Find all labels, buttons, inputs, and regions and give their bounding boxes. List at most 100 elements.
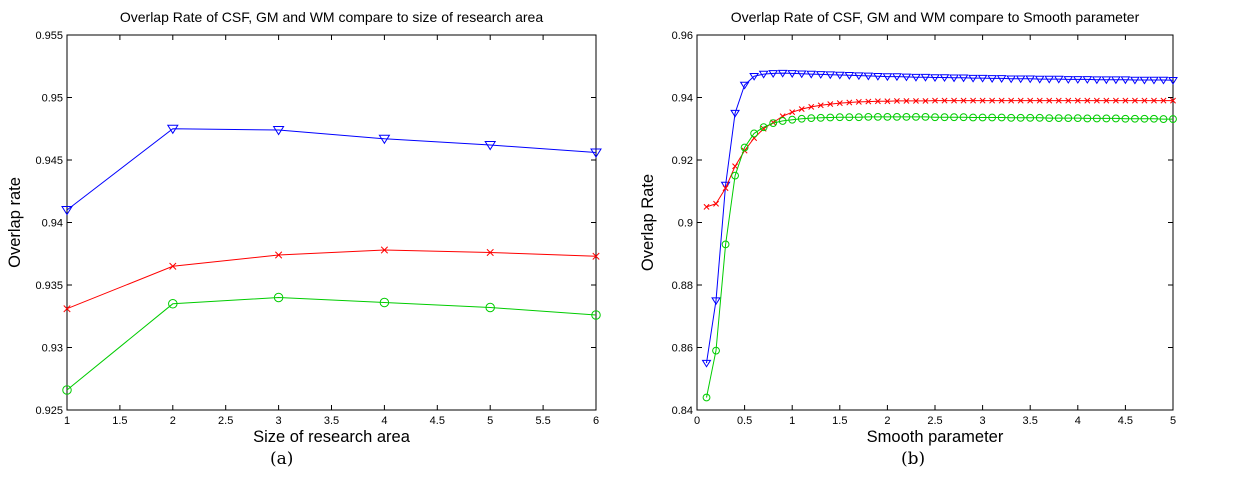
data-point: [720, 181, 731, 190]
data-point: [911, 73, 921, 82]
data-point: [893, 97, 900, 104]
data-point: [1007, 113, 1016, 122]
data-point: [768, 70, 779, 78]
data-point: [721, 240, 730, 249]
data-point: [882, 73, 893, 82]
data-point: [997, 113, 1006, 122]
data-point: [854, 113, 863, 122]
data-point: [1054, 114, 1063, 123]
series-0: [61, 124, 602, 216]
data-point: [902, 112, 911, 121]
y-axis-label: Overlap rate: [6, 177, 24, 268]
x-tick-label: 5: [1170, 415, 1176, 427]
data-point: [884, 98, 891, 105]
data-point: [932, 97, 938, 104]
data-point: [591, 310, 601, 320]
data-point: [817, 102, 824, 109]
series-1: [703, 97, 1176, 210]
data-point: [950, 113, 958, 122]
data-point: [960, 97, 967, 104]
data-point: [1027, 97, 1034, 104]
data-point: [703, 203, 710, 210]
data-point: [863, 72, 874, 81]
data-point: [1017, 97, 1024, 104]
y-tick-label: 0.95: [42, 93, 63, 105]
data-point: [1053, 75, 1064, 84]
data-point: [834, 71, 845, 80]
data-point: [846, 99, 853, 106]
y-tick-label: 0.92: [672, 155, 693, 167]
data-point: [865, 98, 872, 105]
data-point: [1111, 114, 1120, 123]
x-tick-label: 0: [694, 415, 700, 427]
data-point: [807, 114, 816, 123]
data-point: [1055, 97, 1062, 104]
data-point: [825, 71, 836, 80]
data-point: [750, 129, 759, 138]
chart-title: Overlap Rate of CSF, GM and WM compare t…: [731, 9, 1140, 25]
data-point: [970, 97, 977, 104]
data-point: [816, 113, 825, 122]
data-point: [379, 297, 390, 308]
y-tick-label: 0.94: [672, 93, 693, 105]
caption-a: (a): [270, 449, 294, 469]
chart-a-svg: Overlap Rate of CSF, GM and WM compare t…: [6, 9, 602, 446]
data-point: [883, 112, 892, 121]
data-point: [1008, 97, 1015, 104]
data-point: [272, 126, 285, 136]
data-point: [1130, 76, 1140, 85]
series-line: [66, 296, 597, 391]
data-point: [1083, 114, 1092, 123]
data-point: [1084, 97, 1091, 104]
data-point: [835, 113, 844, 122]
data-point: [1036, 97, 1043, 104]
data-point: [941, 97, 948, 104]
data-point: [274, 251, 283, 259]
data-point: [864, 112, 873, 121]
data-point: [1169, 115, 1177, 123]
data-point: [485, 302, 495, 313]
data-point: [1149, 76, 1159, 85]
data-point: [826, 113, 835, 122]
data-point: [836, 100, 843, 107]
data-point: [788, 115, 797, 124]
data-point: [1063, 76, 1074, 84]
data-point: [922, 97, 929, 104]
y-tick-label: 0.945: [35, 155, 63, 167]
x-tick-label: 0.5: [737, 415, 752, 427]
x-tick-label: 4.5: [1118, 415, 1133, 427]
y-tick-label: 0.96: [672, 30, 693, 42]
data-point: [1046, 97, 1053, 104]
data-point: [903, 97, 910, 104]
data-point: [1045, 114, 1054, 123]
data-point: [1015, 75, 1026, 84]
data-point: [998, 97, 1005, 104]
data-point: [166, 124, 179, 135]
data-point: [806, 70, 817, 79]
data-point: [1140, 114, 1149, 123]
data-point: [1091, 76, 1102, 85]
data-point: [486, 248, 494, 257]
data-point: [845, 113, 854, 122]
data-point: [1026, 113, 1035, 122]
data-point: [769, 119, 778, 128]
data-point: [988, 113, 997, 122]
data-point: [777, 69, 788, 78]
plot-area-frame: [66, 34, 597, 411]
chart-panel-b: Overlap Rate of CSF, GM and WM compare t…: [630, 0, 1234, 499]
data-point: [949, 74, 959, 83]
data-point: [1035, 113, 1044, 122]
data-point: [1131, 114, 1139, 123]
data-point: [1006, 75, 1017, 84]
y-tick-label: 0.93: [42, 343, 63, 355]
chart-b-svg: Overlap Rate of CSF, GM and WM compare t…: [639, 9, 1178, 446]
data-point: [827, 101, 834, 108]
data-point: [1044, 75, 1055, 84]
data-point: [1093, 97, 1100, 104]
data-point: [1150, 114, 1158, 123]
y-tick-label: 0.955: [35, 30, 63, 42]
data-point: [778, 117, 787, 125]
x-tick-label: 5: [487, 415, 493, 427]
data-point: [808, 103, 815, 110]
data-point: [1170, 97, 1176, 104]
